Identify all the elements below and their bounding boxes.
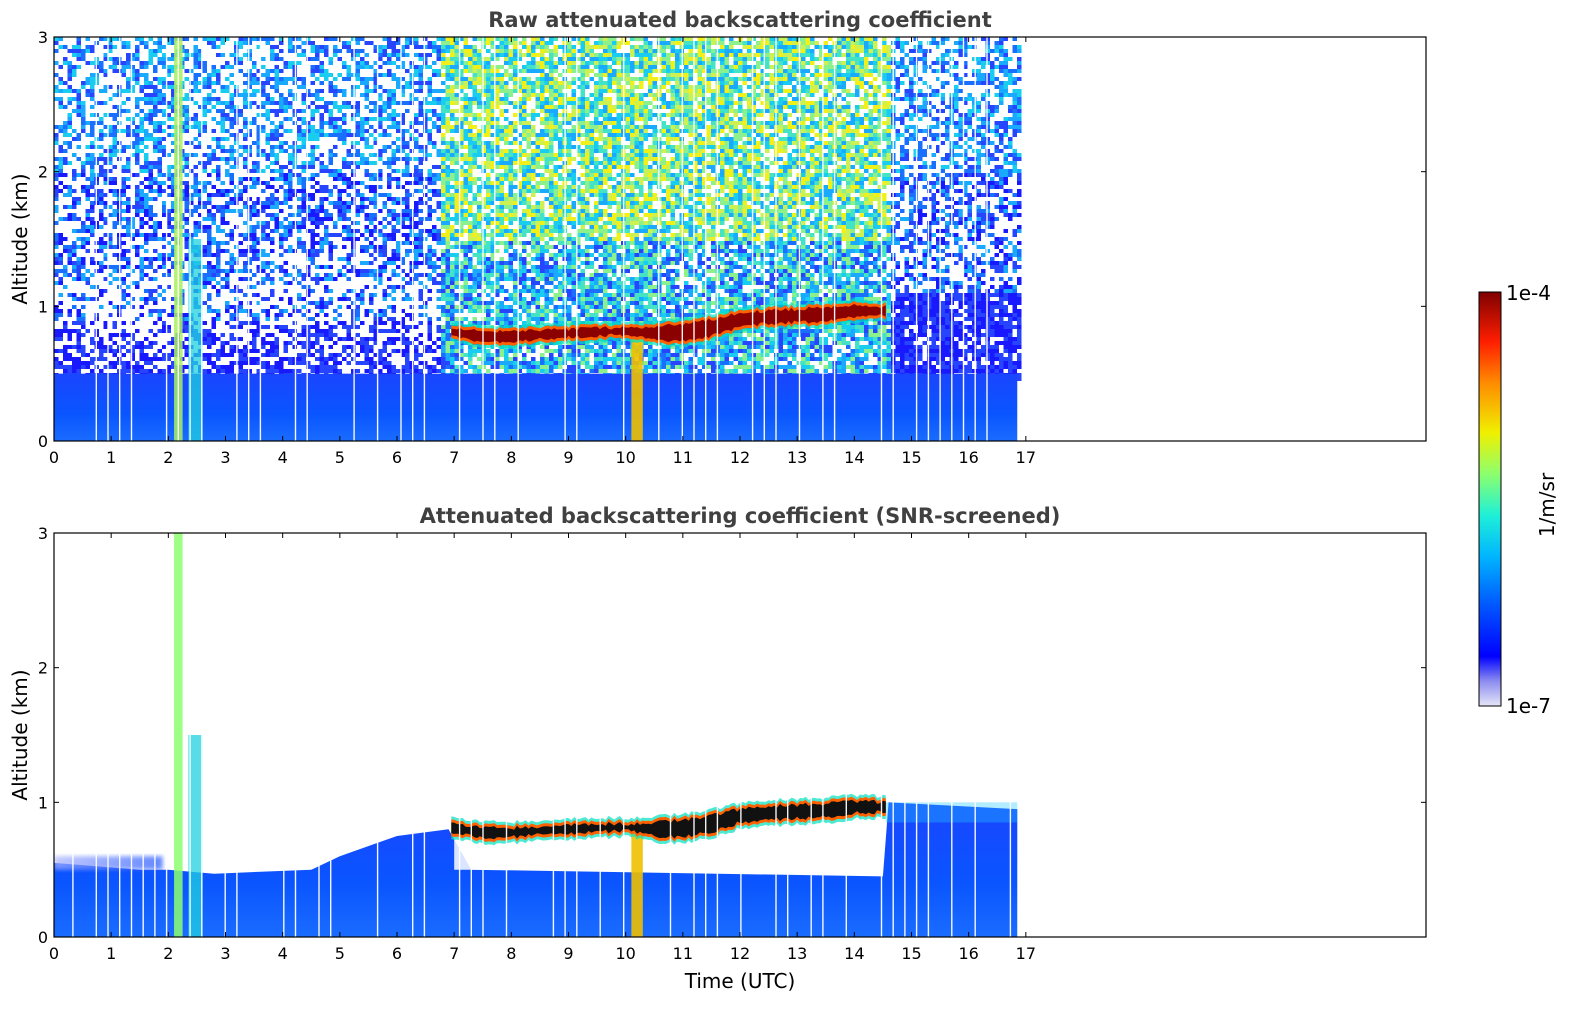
noise-cells <box>441 37 891 241</box>
x-tick-label: 12 <box>730 448 750 467</box>
x-axis-label: Time (UTC) <box>684 969 796 993</box>
data-gaps <box>95 37 988 441</box>
x-tick-label: 11 <box>673 944 693 963</box>
x-tick-label: 3 <box>220 448 230 467</box>
x-tick-label: 9 <box>563 448 573 467</box>
x-tick-label: 5 <box>335 944 345 963</box>
x-tick-label: 4 <box>278 448 288 467</box>
colorbar-min-label: 1e-7 <box>1506 694 1551 718</box>
x-tick-label: 3 <box>220 944 230 963</box>
precip-streak <box>631 829 643 937</box>
x-tick-label: 2 <box>163 448 173 467</box>
x-tick-label: 12 <box>730 944 750 963</box>
y-tick-label: 1 <box>38 297 48 316</box>
panel-title: Attenuated backscattering coefficient (S… <box>420 504 1061 528</box>
x-axis: 0 1 2 3 4 5 6 7 8 9 10 11 12 13 14 15 16 17 <box>49 533 1036 963</box>
y-tick-label: 3 <box>38 28 48 47</box>
colorbar: 1e-4 1e-7 1/m/sr <box>1478 281 1559 718</box>
heatmap-image <box>54 533 1018 937</box>
x-tick-label: 0 <box>49 944 59 963</box>
colorbar-gradient <box>1478 291 1502 707</box>
x-tick-label: 4 <box>278 944 288 963</box>
x-tick-label: 8 <box>506 944 516 963</box>
y-tick-label: 0 <box>38 928 48 947</box>
y-axis: 0 1 2 3 <box>38 28 1426 451</box>
x-tick-label: 16 <box>958 448 978 467</box>
x-tick-label: 17 <box>1016 944 1036 963</box>
y-tick-label: 2 <box>38 163 48 182</box>
x-tick-label: 10 <box>615 944 635 963</box>
data-gaps <box>72 533 1012 937</box>
cloud-core <box>451 303 886 344</box>
x-tick-label: 8 <box>506 448 516 467</box>
heatmap-image <box>54 37 1022 441</box>
x-tick-label: 11 <box>673 448 693 467</box>
x-tick-label: 15 <box>901 944 921 963</box>
x-tick-label: 7 <box>449 944 459 963</box>
x-tick-label: 16 <box>958 944 978 963</box>
colorbar-unit-label: 1/m/sr <box>1535 472 1559 537</box>
plume-side <box>188 735 203 937</box>
x-tick-label: 2 <box>163 944 173 963</box>
x-tick-label: 13 <box>787 944 807 963</box>
x-tick-label: 6 <box>392 944 402 963</box>
cloud-core <box>451 799 886 840</box>
cloud-layer <box>451 297 886 350</box>
x-axis: 0 1 2 3 4 5 6 7 8 9 10 11 12 13 14 15 16 17 <box>49 37 1036 467</box>
plume-column <box>174 533 643 937</box>
x-tick-label: 15 <box>901 448 921 467</box>
gap-lines <box>72 533 1012 937</box>
noise-cells <box>441 37 891 381</box>
panel-title: Raw attenuated backscattering coefficien… <box>488 8 992 32</box>
screened-backscatter-panel: Attenuated backscattering coefficient (S… <box>8 504 1427 993</box>
cloud-layer <box>451 793 886 846</box>
plume-core <box>174 533 183 937</box>
y-tick-label: 0 <box>38 432 48 451</box>
x-tick-label: 7 <box>449 448 459 467</box>
noise-cells <box>441 37 891 241</box>
x-tick-label: 17 <box>1016 448 1036 467</box>
x-tick-label: 9 <box>563 944 573 963</box>
y-axis-label: Altitude (km) <box>8 669 32 800</box>
y-tick-label: 3 <box>38 524 48 543</box>
boundary-layer <box>54 373 1018 441</box>
y-tick-label: 2 <box>38 659 48 678</box>
y-tick-label: 1 <box>38 793 48 812</box>
x-tick-label: 14 <box>844 944 864 963</box>
x-tick-label: 1 <box>106 944 116 963</box>
raw-backscatter-panel: Raw attenuated backscattering coefficien… <box>8 8 1427 467</box>
x-tick-label: 14 <box>844 448 864 467</box>
y-axis-label: Altitude (km) <box>8 173 32 304</box>
x-tick-label: 0 <box>49 448 59 467</box>
plume-side <box>188 239 203 441</box>
y-axis: 0 1 2 3 <box>38 524 1426 947</box>
x-tick-label: 6 <box>392 448 402 467</box>
x-tick-label: 5 <box>335 448 345 467</box>
x-tick-label: 1 <box>106 448 116 467</box>
x-tick-label: 13 <box>787 448 807 467</box>
gap-lines <box>95 37 988 441</box>
colorbar-max-label: 1e-4 <box>1506 281 1551 305</box>
precip-streak <box>631 333 643 441</box>
x-tick-label: 10 <box>615 448 635 467</box>
